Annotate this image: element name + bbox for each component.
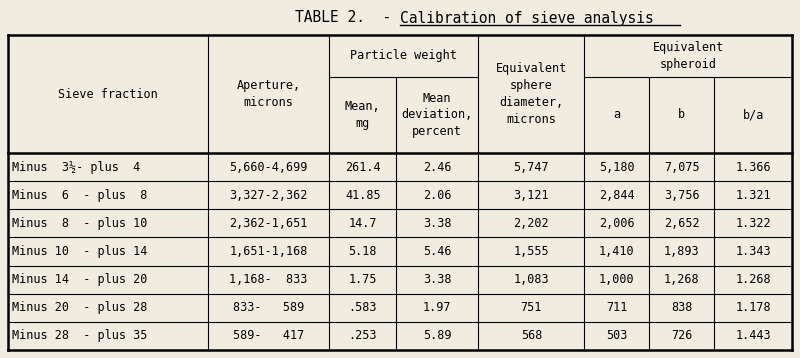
Text: 14.7: 14.7 [349,217,377,230]
Text: 751: 751 [521,301,542,314]
Text: 1,555: 1,555 [514,245,549,258]
Text: 1.178: 1.178 [735,301,771,314]
Text: 261.4: 261.4 [345,161,381,174]
Text: 589-   417: 589- 417 [233,329,304,343]
Text: .253: .253 [349,329,377,343]
Text: 5.46: 5.46 [423,245,451,258]
Text: 1,168-  833: 1,168- 833 [230,273,308,286]
Text: 41.85: 41.85 [345,189,381,202]
Text: 503: 503 [606,329,627,343]
Text: 3.38: 3.38 [423,273,451,286]
Text: 3,756: 3,756 [664,189,700,202]
Text: 2,652: 2,652 [664,217,700,230]
Text: 1,651-1,168: 1,651-1,168 [230,245,308,258]
Text: 833-   589: 833- 589 [233,301,304,314]
Text: 3,121: 3,121 [514,189,549,202]
Text: TABLE 2.  -: TABLE 2. - [295,10,400,25]
Text: 5,747: 5,747 [514,161,549,174]
Text: 1.443: 1.443 [735,329,771,343]
Text: 1,893: 1,893 [664,245,700,258]
Text: b/a: b/a [742,108,764,121]
Text: 2,844: 2,844 [599,189,634,202]
Text: 5.89: 5.89 [423,329,451,343]
Text: 1.322: 1.322 [735,217,771,230]
Text: 2,006: 2,006 [599,217,634,230]
Text: 1,083: 1,083 [514,273,549,286]
Text: 1.366: 1.366 [735,161,771,174]
Text: Minus  3½- plus  4: Minus 3½- plus 4 [12,160,140,174]
Text: 838: 838 [671,301,693,314]
Text: a: a [614,108,620,121]
Text: Minus  8  - plus 10: Minus 8 - plus 10 [12,217,147,230]
Text: Minus 14  - plus 20: Minus 14 - plus 20 [12,273,147,286]
Text: 2,202: 2,202 [514,217,549,230]
Text: 3,327-2,362: 3,327-2,362 [230,189,308,202]
Text: Minus 20  - plus 28: Minus 20 - plus 28 [12,301,147,314]
Text: Minus 10  - plus 14: Minus 10 - plus 14 [12,245,147,258]
Text: 5,660-4,699: 5,660-4,699 [230,161,308,174]
Text: Particle weight: Particle weight [350,49,458,63]
Text: 1,268: 1,268 [664,273,700,286]
Text: Equivalent
spheroid: Equivalent spheroid [653,41,724,71]
Text: .583: .583 [349,301,377,314]
Text: 1.268: 1.268 [735,273,771,286]
Text: Calibration of sieve analysis: Calibration of sieve analysis [400,10,654,25]
Text: Mean
deviation,
percent: Mean deviation, percent [402,92,473,139]
Text: 1.97: 1.97 [423,301,451,314]
Text: 2,362-1,651: 2,362-1,651 [230,217,308,230]
Text: 711: 711 [606,301,627,314]
Text: 5,180: 5,180 [599,161,634,174]
Text: Minus 28  - plus 35: Minus 28 - plus 35 [12,329,147,343]
Text: 1,410: 1,410 [599,245,634,258]
Text: 1.75: 1.75 [349,273,377,286]
Text: Equivalent
sphere
diameter,
microns: Equivalent sphere diameter, microns [496,62,567,126]
Text: 1.321: 1.321 [735,189,771,202]
Text: 726: 726 [671,329,693,343]
Text: Aperture,
microns: Aperture, microns [237,79,301,109]
Text: 1,000: 1,000 [599,273,634,286]
Text: Mean,
mg: Mean, mg [345,100,381,130]
Text: b: b [678,108,686,121]
Text: 568: 568 [521,329,542,343]
Text: 7,075: 7,075 [664,161,700,174]
Text: 5.18: 5.18 [349,245,377,258]
Text: 1.343: 1.343 [735,245,771,258]
Text: Minus  6  - plus  8: Minus 6 - plus 8 [12,189,147,202]
Text: 3.38: 3.38 [423,217,451,230]
Text: 2.46: 2.46 [423,161,451,174]
Text: Sieve fraction: Sieve fraction [58,87,158,101]
Text: 2.06: 2.06 [423,189,451,202]
